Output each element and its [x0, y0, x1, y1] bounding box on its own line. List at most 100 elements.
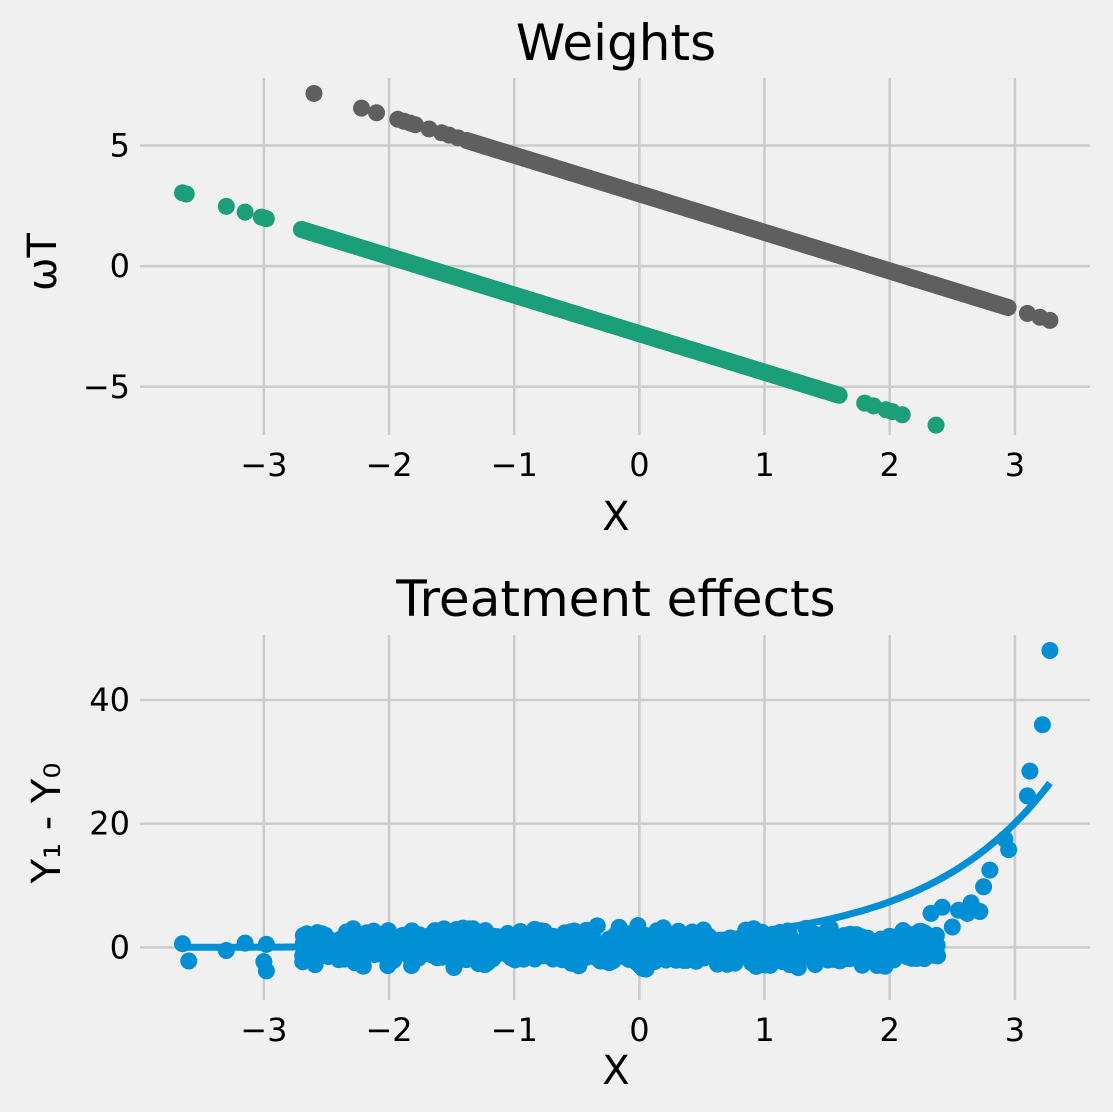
effect-point: [508, 943, 526, 961]
effect-point: [578, 947, 596, 965]
effect-point: [971, 903, 989, 921]
weights-y-ticks: −5 0 5: [83, 127, 130, 406]
effects-y-axis-label: Y₁ - Y₀: [24, 763, 70, 885]
weights-x-axis-label: X: [602, 494, 629, 540]
effect-point: [714, 942, 732, 960]
effect-point: [389, 941, 407, 959]
effect-point: [516, 929, 534, 947]
effect-point: [1000, 841, 1018, 859]
treated-point: [305, 84, 323, 102]
effect-point: [981, 861, 999, 879]
effect-point: [929, 947, 947, 965]
effect-point: [1021, 762, 1039, 780]
weights-gridlines: [140, 78, 1090, 435]
effect-point: [535, 922, 553, 940]
effect-point: [933, 898, 951, 916]
weights-y-axis-label: ωT: [20, 232, 66, 290]
effect-point: [447, 921, 465, 939]
effect-point: [366, 933, 384, 951]
effect-point: [337, 929, 355, 947]
effect-point: [690, 931, 708, 949]
effect-point: [773, 932, 791, 950]
effect-point: [1033, 716, 1051, 734]
effect-point: [294, 953, 312, 971]
x-tick-label: 0: [629, 1011, 649, 1049]
x-tick-label: 2: [880, 446, 900, 484]
x-tick-label: 1: [754, 1011, 774, 1049]
effect-point: [856, 936, 874, 954]
effects-y-ticks: 0 20 40: [89, 681, 130, 966]
x-tick-label: −2: [365, 1011, 412, 1049]
weights-chart: Weights −5 0 5 −3 −2 −1 0 1 2 3 X ωT: [20, 14, 1090, 540]
effect-point: [392, 927, 410, 945]
control-point: [257, 210, 275, 228]
effect-point: [592, 943, 610, 961]
effect-point: [943, 918, 961, 936]
effect-point: [546, 938, 564, 956]
treated-point: [353, 99, 371, 117]
effect-point: [912, 928, 930, 946]
effect-point: [688, 950, 706, 968]
y-tick-label: 0: [110, 928, 130, 966]
effect-point: [748, 956, 766, 974]
effect-point: [662, 944, 680, 962]
y-tick-label: −5: [83, 368, 130, 406]
x-tick-label: 1: [754, 446, 774, 484]
weights-points: [174, 84, 1059, 434]
effect-point: [639, 951, 657, 969]
effect-point: [975, 878, 993, 896]
effect-point: [818, 946, 836, 964]
effect-point: [870, 937, 888, 955]
x-tick-label: 0: [629, 446, 649, 484]
y-tick-label: 5: [110, 127, 130, 165]
control-point: [177, 185, 195, 203]
effect-point: [626, 946, 644, 964]
effect-point: [889, 941, 907, 959]
effect-point: [805, 952, 823, 970]
effect-point: [257, 962, 275, 980]
treated-point: [368, 104, 386, 122]
effect-point: [217, 942, 235, 960]
weights-x-ticks: −3 −2 −1 0 1 2 3: [240, 446, 1025, 484]
x-tick-label: −3: [240, 446, 287, 484]
x-tick-label: −1: [491, 446, 538, 484]
effect-point: [533, 938, 551, 956]
effect-point: [174, 935, 192, 953]
effects-x-axis-label: X: [602, 1048, 629, 1094]
effect-point: [236, 934, 254, 952]
effect-point: [447, 933, 465, 951]
treated-point: [1041, 311, 1059, 329]
treatment-effects-chart-title: Treatment effects: [395, 570, 835, 628]
x-tick-label: −3: [240, 1011, 287, 1049]
weights-chart-title: Weights: [516, 14, 716, 72]
effect-point: [495, 944, 513, 962]
control-point: [236, 203, 254, 221]
treated-point: [406, 116, 424, 134]
control-point: [893, 406, 911, 424]
effect-point: [257, 935, 275, 953]
x-tick-label: 3: [1005, 446, 1025, 484]
control-point: [927, 416, 945, 434]
effect-point: [308, 924, 326, 942]
x-tick-label: 3: [1005, 1011, 1025, 1049]
y-tick-label: 40: [89, 681, 130, 719]
control-point: [217, 197, 235, 215]
x-tick-label: 2: [880, 1011, 900, 1049]
effect-point: [352, 952, 370, 970]
y-tick-label: 0: [110, 247, 130, 285]
effect-point: [180, 952, 198, 970]
effect-point: [1041, 641, 1059, 659]
effect-point: [329, 947, 347, 965]
control-point: [830, 386, 848, 404]
treated-point: [999, 298, 1017, 316]
effect-point: [472, 946, 490, 964]
x-tick-label: −1: [491, 1011, 538, 1049]
effect-point: [835, 941, 853, 959]
effect-point: [810, 932, 828, 950]
effect-point: [294, 927, 312, 945]
effect-point: [435, 920, 453, 938]
effect-point: [736, 935, 754, 953]
treatment-effects-chart: Treatment effects 0 20 40 −3 −2 −1 0 1 2 3 X Y₁ …: [24, 570, 1090, 1094]
effect-point: [423, 946, 441, 964]
